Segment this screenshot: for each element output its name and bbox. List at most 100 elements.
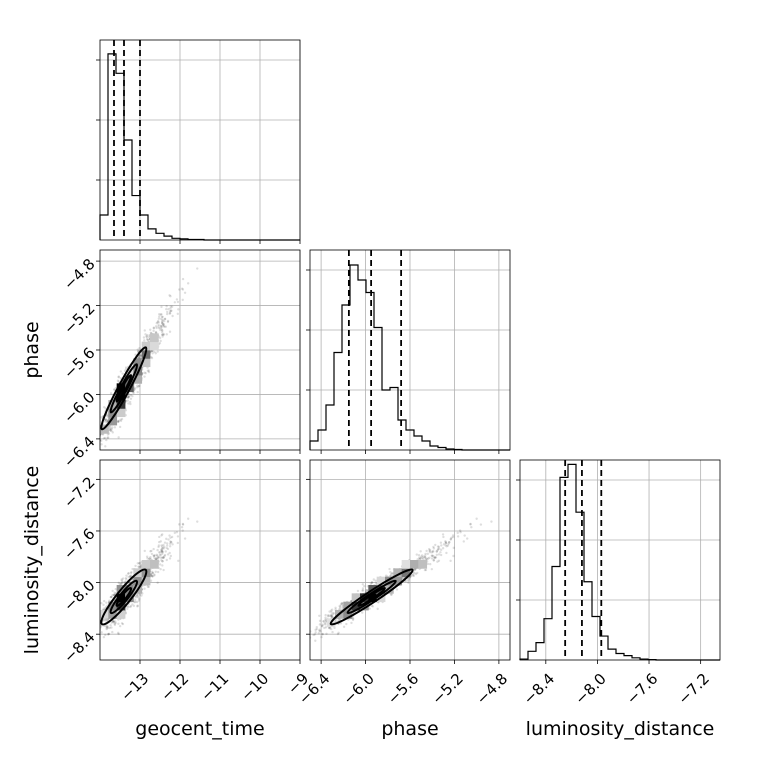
- scatter-point: [168, 542, 172, 545]
- contour-level-2: [100, 568, 148, 626]
- y-tick-label-luminosity_distance: −8.4: [60, 628, 98, 666]
- scatter-point: [347, 618, 350, 621]
- scatter-point: [100, 624, 103, 628]
- scatter-point: [108, 425, 112, 429]
- scatter-point: [389, 574, 392, 578]
- scatter-point: [419, 555, 423, 558]
- scatter-point: [112, 620, 115, 623]
- scatter-point: [102, 603, 105, 607]
- scatter-point: [160, 550, 163, 553]
- scatter-point: [428, 549, 432, 552]
- scatter-point: [129, 397, 133, 400]
- density-cell: [401, 560, 411, 569]
- scatter-point: [96, 618, 98, 620]
- scatter-point: [144, 372, 147, 375]
- scatter-point: [136, 385, 139, 389]
- scatter-point: [288, 649, 290, 651]
- scatter-point: [128, 395, 131, 398]
- scatter-point: [445, 545, 448, 548]
- scatter-point: [125, 578, 128, 581]
- scatter-point: [177, 559, 180, 563]
- scatter-point: [145, 337, 149, 341]
- scatter-point: [331, 612, 335, 616]
- scatter-point: [442, 535, 445, 539]
- scatter-point: [118, 425, 122, 429]
- scatter-point: [163, 317, 167, 321]
- contour-level-2: [329, 568, 414, 626]
- scatter-point: [419, 557, 423, 560]
- scatter-point: [137, 565, 141, 569]
- scatter-point: [97, 428, 99, 430]
- scatter-point: [113, 591, 116, 594]
- scatter-point: [129, 571, 133, 575]
- scatter-point: [105, 420, 109, 423]
- scatter-point: [137, 599, 141, 602]
- scatter-point: [325, 632, 328, 636]
- scatter-point: [305, 638, 307, 640]
- scatter-point: [150, 574, 154, 578]
- scatter-point: [430, 567, 434, 571]
- scatter-point: [428, 549, 431, 553]
- scatter-point: [96, 439, 98, 441]
- scatter-point: [157, 544, 161, 547]
- x-tick-label-phase: −6.0: [339, 670, 377, 708]
- scatter-point: [297, 647, 299, 649]
- scatter-point: [137, 565, 140, 568]
- scatter-point: [151, 352, 154, 355]
- scatter-point: [170, 535, 174, 539]
- scatter-point: [452, 546, 455, 550]
- density-cell: [108, 610, 118, 619]
- scatter-point: [96, 448, 98, 450]
- scatter-point: [168, 557, 172, 560]
- scatter-point: [136, 596, 140, 599]
- scatter-point: [165, 542, 169, 545]
- scatter-point: [324, 619, 328, 622]
- scatter-point: [124, 580, 127, 583]
- scatter-point: [162, 556, 165, 559]
- scatter-point: [136, 562, 139, 565]
- scatter-point: [165, 537, 168, 541]
- scatter-point: [156, 558, 159, 561]
- scatter-point: [96, 425, 98, 427]
- scatter-point: [315, 625, 318, 629]
- scatter-point: [88, 626, 90, 628]
- scatter-point: [92, 632, 94, 634]
- scatter-point: [104, 418, 108, 422]
- scatter-point: [113, 388, 116, 392]
- scatter-point: [432, 550, 435, 553]
- scatter-point: [109, 595, 113, 599]
- scatter-point: [104, 420, 107, 424]
- scatter-point: [119, 419, 123, 423]
- scatter-point: [154, 325, 158, 328]
- scatter-point: [424, 568, 428, 572]
- scatter-point: [96, 647, 98, 649]
- scatter-point: [333, 626, 336, 630]
- scatter-point: [102, 437, 106, 440]
- scatter-point: [93, 455, 95, 457]
- scatter-point: [384, 574, 388, 577]
- scatter-point: [466, 537, 469, 540]
- scatter-point: [109, 429, 112, 432]
- scatter-point: [420, 554, 424, 557]
- scatter-point: [104, 407, 107, 410]
- scatter-point: [436, 560, 439, 563]
- scatter-point: [365, 589, 368, 592]
- scatter-point: [138, 346, 141, 350]
- scatter-point: [320, 635, 323, 639]
- scatter-point: [160, 559, 163, 562]
- scatter-point: [425, 557, 428, 560]
- scatter-point: [323, 622, 327, 625]
- scatter-point: [159, 324, 163, 328]
- scatter-point: [156, 556, 159, 559]
- scatter-point: [161, 560, 164, 563]
- scatter-point: [117, 420, 120, 423]
- scatter-point: [159, 540, 163, 543]
- scatter-point: [173, 301, 177, 304]
- scatter-point: [127, 571, 130, 575]
- scatter-point: [152, 547, 155, 551]
- y-tick-label-phase: −4.8: [60, 255, 98, 293]
- scatter-point: [131, 394, 134, 398]
- scatter-point: [166, 319, 170, 323]
- scatter-point: [423, 568, 427, 572]
- scatter-point: [137, 385, 141, 388]
